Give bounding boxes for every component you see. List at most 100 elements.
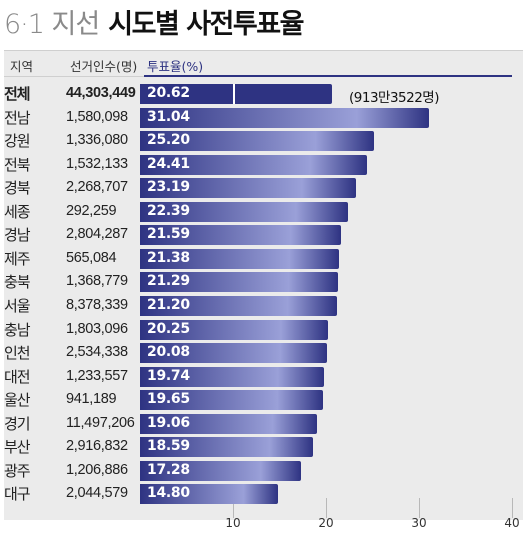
bar-value-label: 25.20 [147, 132, 190, 149]
voters-value: 1,206,886 [66, 461, 128, 478]
title-main: 시도별 사전투표율 [108, 9, 304, 40]
bar-row: 경남 2,804,287 21.59 [0, 223, 519, 247]
bar-경기 [140, 413, 318, 434]
bar-value-label: 20.08 [147, 344, 190, 361]
region-label: 대전 [4, 367, 31, 386]
bar-제주 [140, 248, 339, 269]
bar-row: 광주 1,206,886 17.28 [0, 459, 519, 483]
region-label: 서울 [4, 296, 31, 315]
bar-value-label: 20.62 [147, 85, 190, 101]
bar-value-label: 19.74 [147, 367, 190, 384]
bar-대구 [140, 484, 278, 505]
bar-경남 [140, 225, 341, 246]
bar-대전 [140, 366, 324, 387]
header-rate: 투표율(%) [147, 59, 204, 74]
bar-value-label: 21.20 [147, 296, 190, 313]
voters-value: 292,259 [66, 202, 117, 219]
voters-value: 2,916,832 [66, 438, 128, 455]
bar-전체 [140, 84, 332, 104]
voters-value: 11,497,206 [66, 414, 135, 431]
region-label: 전남 [4, 108, 31, 127]
region-label: 전체 [4, 85, 31, 103]
bar-value-label: 18.59 [147, 438, 190, 455]
bar-세종 [140, 201, 349, 222]
voters-value: 1,580,098 [66, 108, 128, 125]
bar-전북 [140, 154, 367, 175]
voters-value: 2,534,338 [66, 344, 128, 361]
region-label: 충북 [4, 273, 31, 292]
bar-row: 대구 2,044,579 14.80 [0, 482, 519, 506]
bar-row: 세종 292,259 22.39 [0, 200, 519, 224]
voters-value: 1,233,557 [66, 367, 128, 384]
gridline-20 [326, 498, 327, 518]
header-voters: 선거인수(명) [70, 59, 138, 74]
bar-value-label: 24.41 [147, 155, 190, 172]
bar-value-label: 14.80 [147, 485, 190, 502]
bar-value-label: 19.06 [147, 414, 190, 431]
bar-전남 [140, 107, 429, 128]
x-tick-label: 40 [504, 516, 520, 530]
region-label: 전북 [4, 155, 31, 174]
region-label: 제주 [4, 249, 31, 268]
bar-row: 충북 1,368,779 21.29 [0, 270, 519, 294]
voters-value: 1,336,080 [66, 132, 128, 149]
bar-row: 경기 11,497,206 19.06 [0, 412, 519, 436]
region-label: 울산 [4, 391, 31, 410]
bar-광주 [140, 460, 301, 481]
header-divider [4, 76, 144, 77]
bar-강원 [140, 131, 375, 152]
bar-울산 [140, 390, 323, 411]
bar-value-label: 20.25 [147, 320, 190, 337]
chart-title: 6·1 지선 시도별 사전투표율 [4, 2, 304, 42]
gridline-30 [419, 498, 420, 518]
total-note: (913만3522명) [349, 90, 440, 106]
bar-부산 [140, 437, 313, 458]
bar-value-label: 21.59 [147, 226, 190, 243]
bar-인천 [140, 343, 327, 364]
header-region: 지역 [10, 59, 34, 74]
bar-충북 [140, 272, 338, 293]
region-label: 세종 [4, 202, 31, 221]
region-label: 충남 [4, 320, 31, 339]
bar-row: 전남 1,580,098 31.04 [0, 106, 519, 130]
bar-row: 부산 2,916,832 18.59 [0, 435, 519, 459]
region-label: 인천 [4, 344, 31, 363]
voters-value: 2,804,287 [66, 226, 128, 243]
title-prefix: 6·1 지선 [4, 9, 100, 40]
voters-value: 941,189 [66, 391, 117, 408]
bar-row: 제주 565,084 21.38 [0, 247, 519, 271]
bar-value-label: 31.04 [147, 108, 190, 125]
bar-경북 [140, 178, 356, 199]
voters-value: 1,803,096 [66, 320, 128, 337]
region-label: 광주 [4, 461, 31, 480]
x-tick-label: 10 [225, 516, 241, 530]
voters-value: 1,368,779 [66, 273, 128, 290]
voters-value: 44,303,449 [66, 85, 136, 101]
bar-row: 충남 1,803,096 20.25 [0, 318, 519, 342]
voters-value: 2,044,579 [66, 485, 128, 502]
gridline-40 [512, 498, 513, 518]
bar-value-label: 21.29 [147, 273, 190, 290]
region-label: 부산 [4, 438, 31, 457]
bar-서울 [140, 295, 338, 316]
region-label: 경남 [4, 226, 31, 245]
bar-row: 경북 2,268,707 23.19 [0, 176, 519, 200]
bar-충남 [140, 319, 329, 340]
voters-value: 2,268,707 [66, 179, 128, 196]
bar-row: 울산 941,189 19.65 [0, 388, 519, 412]
x-axis: 10 20 30 40 [0, 516, 528, 536]
bar-value-label: 17.28 [147, 461, 190, 478]
region-label: 경북 [4, 179, 31, 198]
region-label: 경기 [4, 414, 31, 433]
x-tick-label: 30 [411, 516, 427, 530]
bar-value-label: 22.39 [147, 202, 190, 219]
bar-value-label: 21.38 [147, 249, 190, 266]
bar-row: 전북 1,532,133 24.41 [0, 153, 519, 177]
total-row: 전체 44,303,449 20.62 [0, 82, 519, 106]
gridline-10 [233, 498, 234, 518]
voters-value: 565,084 [66, 249, 117, 266]
bar-row: 강원 1,336,080 25.20 [0, 129, 519, 153]
voters-value: 1,532,133 [66, 155, 128, 172]
header-rate-underline [144, 75, 512, 77]
voters-value: 8,378,339 [66, 296, 128, 313]
